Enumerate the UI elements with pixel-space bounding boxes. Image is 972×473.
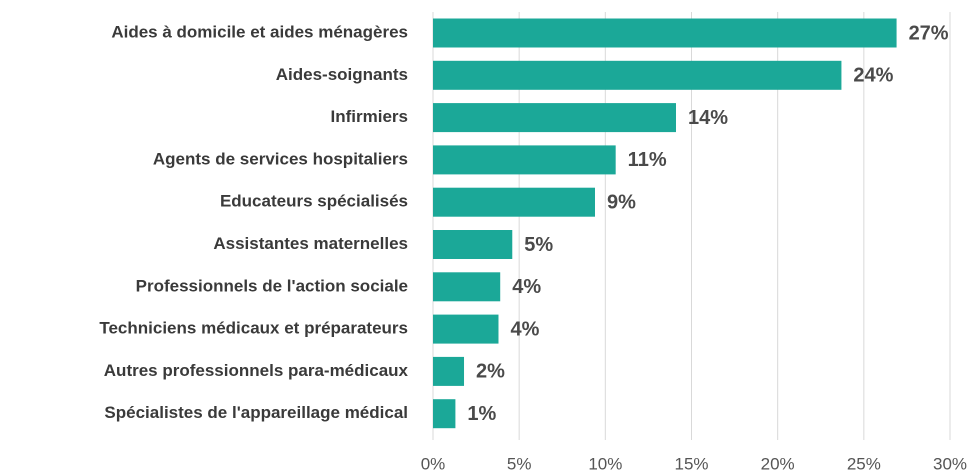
bar: [433, 187, 595, 217]
x-tick-label: 30%: [933, 454, 967, 473]
data-label: 1%: [467, 403, 496, 425]
y-tick-label: Aides à domicile et aides ménagères: [111, 22, 408, 41]
data-label: 11%: [628, 149, 667, 171]
y-tick-label: Educateurs spécialisés: [220, 192, 408, 211]
data-label: 4%: [510, 318, 539, 340]
data-label: 9%: [607, 191, 636, 213]
bar: [433, 103, 676, 133]
bar: [433, 272, 501, 302]
bar: [433, 356, 465, 386]
y-tick-label: Agents de services hospitaliers: [153, 149, 408, 168]
bar: [433, 145, 616, 175]
data-label: 24%: [853, 65, 893, 87]
x-tick-label: 20%: [761, 454, 795, 473]
data-label: 2%: [476, 361, 505, 383]
bar: [433, 399, 456, 429]
data-label: 27%: [909, 22, 949, 44]
y-tick-label: Aides-soignants: [276, 65, 408, 84]
y-tick-label: Autres professionnels para-médicaux: [104, 361, 409, 380]
x-tick-label: 25%: [847, 454, 881, 473]
y-tick-label: Techniciens médicaux et préparateurs: [99, 319, 408, 338]
bar: [433, 60, 842, 90]
y-tick-label: Assistantes maternelles: [213, 234, 408, 253]
y-tick-label: Infirmiers: [331, 107, 408, 126]
y-tick-label: Professionnels de l'action sociale: [136, 276, 408, 295]
bar: [433, 18, 897, 48]
x-tick-label: 0%: [421, 454, 446, 473]
data-label: 4%: [512, 276, 541, 298]
data-label: 14%: [688, 107, 728, 129]
bar: [433, 230, 513, 259]
x-tick-label: 5%: [507, 454, 532, 473]
x-tick-label: 10%: [588, 454, 622, 473]
data-label: 5%: [524, 234, 553, 256]
y-tick-label: Spécialistes de l'appareillage médical: [104, 403, 408, 422]
x-tick-label: 15%: [674, 454, 708, 473]
bar: [433, 314, 499, 344]
